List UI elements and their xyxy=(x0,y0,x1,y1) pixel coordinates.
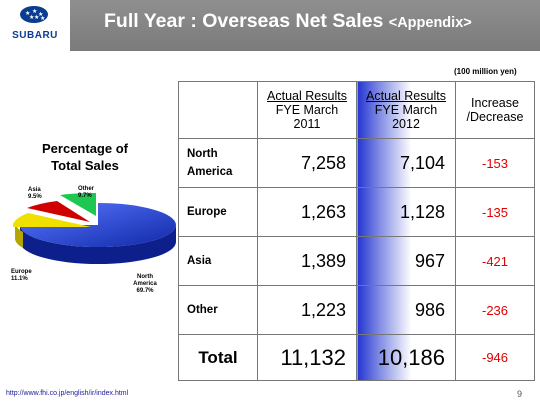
table-row: Other 1,223 986 -236 xyxy=(178,285,535,335)
pie-label-europe: Europe 11.1% xyxy=(11,269,32,282)
header-fy2011: Actual Results FYE March 2011 xyxy=(257,81,357,139)
header-change: Increase /Decrease xyxy=(455,81,535,139)
cell-fy2011: 1,389 xyxy=(257,236,357,286)
table-header-row: Actual Results FYE March 2011 Actual Res… xyxy=(178,81,535,139)
row-label-europe: Europe xyxy=(178,187,258,237)
unit-note: (100 million yen) xyxy=(454,67,517,76)
pie-title: Percentage of Total Sales xyxy=(25,140,145,174)
pie-title-line1: Percentage of xyxy=(42,141,128,156)
total-fy2011: 11,132 xyxy=(257,334,357,381)
subaru-logo: ★ ★ ★ ★ ★ ★ SUBARU xyxy=(0,0,70,51)
page-number: 9 xyxy=(517,389,523,399)
cell-fy2012: 986 xyxy=(356,285,456,335)
pie-slice-europe xyxy=(12,213,92,227)
header-bar xyxy=(0,0,540,51)
cell-change: -421 xyxy=(455,236,535,286)
table-row: North America 7,258 7,104 -153 xyxy=(178,138,535,188)
cell-fy2012: 7,104 xyxy=(356,138,456,188)
title-main: Full Year : Overseas Net Sales xyxy=(104,10,384,32)
pie-label-north-america: North America 69.7% xyxy=(133,274,157,294)
cell-fy2011: 7,258 xyxy=(257,138,357,188)
row-label-north-america: North America xyxy=(178,138,258,188)
header-fy2012: Actual Results FYE March 2012 xyxy=(356,81,456,139)
page-title: Full Year : Overseas Net Sales <Appendix… xyxy=(104,10,472,33)
pie-label-other: Other 9.7% xyxy=(78,186,95,199)
sales-table: Actual Results FYE March 2011 Actual Res… xyxy=(178,81,535,381)
pie-label-asia: Asia 9.5% xyxy=(28,187,42,200)
pie-chart-svg xyxy=(12,192,176,264)
total-change: -946 xyxy=(455,334,535,381)
table-row: Europe 1,263 1,128 -135 xyxy=(178,187,535,237)
total-fy2012: 10,186 xyxy=(356,334,456,381)
title-appendix: <Appendix> xyxy=(388,15,472,31)
cell-fy2011: 1,263 xyxy=(257,187,357,237)
header-empty-cell xyxy=(178,81,258,139)
pie-slice-other xyxy=(60,192,96,216)
pie-slice-north-america xyxy=(20,203,176,247)
cell-fy2011: 1,223 xyxy=(257,285,357,335)
cell-change: -135 xyxy=(455,187,535,237)
pie-side-europe xyxy=(14,223,23,248)
pie-side-north-america xyxy=(20,225,176,264)
total-label: Total xyxy=(178,334,258,381)
pie-chart: Asia 9.5% Other 9.7% Europe 11.1% North Ame… xyxy=(8,180,178,310)
cell-fy2012: 1,128 xyxy=(356,187,456,237)
pie-slice-asia xyxy=(27,201,90,222)
pie-title-line2: Total Sales xyxy=(51,158,119,173)
logo-text: SUBARU xyxy=(12,30,58,41)
pleiades-stars-icon: ★ ★ ★ ★ ★ ★ xyxy=(20,6,48,23)
table-row: Asia 1,389 967 -421 xyxy=(178,236,535,286)
table-total-row: Total 11,132 10,186 -946 xyxy=(178,334,535,381)
cell-change: -153 xyxy=(455,138,535,188)
cell-fy2012: 967 xyxy=(356,236,456,286)
row-label-asia: Asia xyxy=(178,236,258,286)
cell-change: -236 xyxy=(455,285,535,335)
row-label-other: Other xyxy=(178,285,258,335)
footer-url-link[interactable]: http://www.fhi.co.jp/english/ir/index.ht… xyxy=(6,390,129,397)
